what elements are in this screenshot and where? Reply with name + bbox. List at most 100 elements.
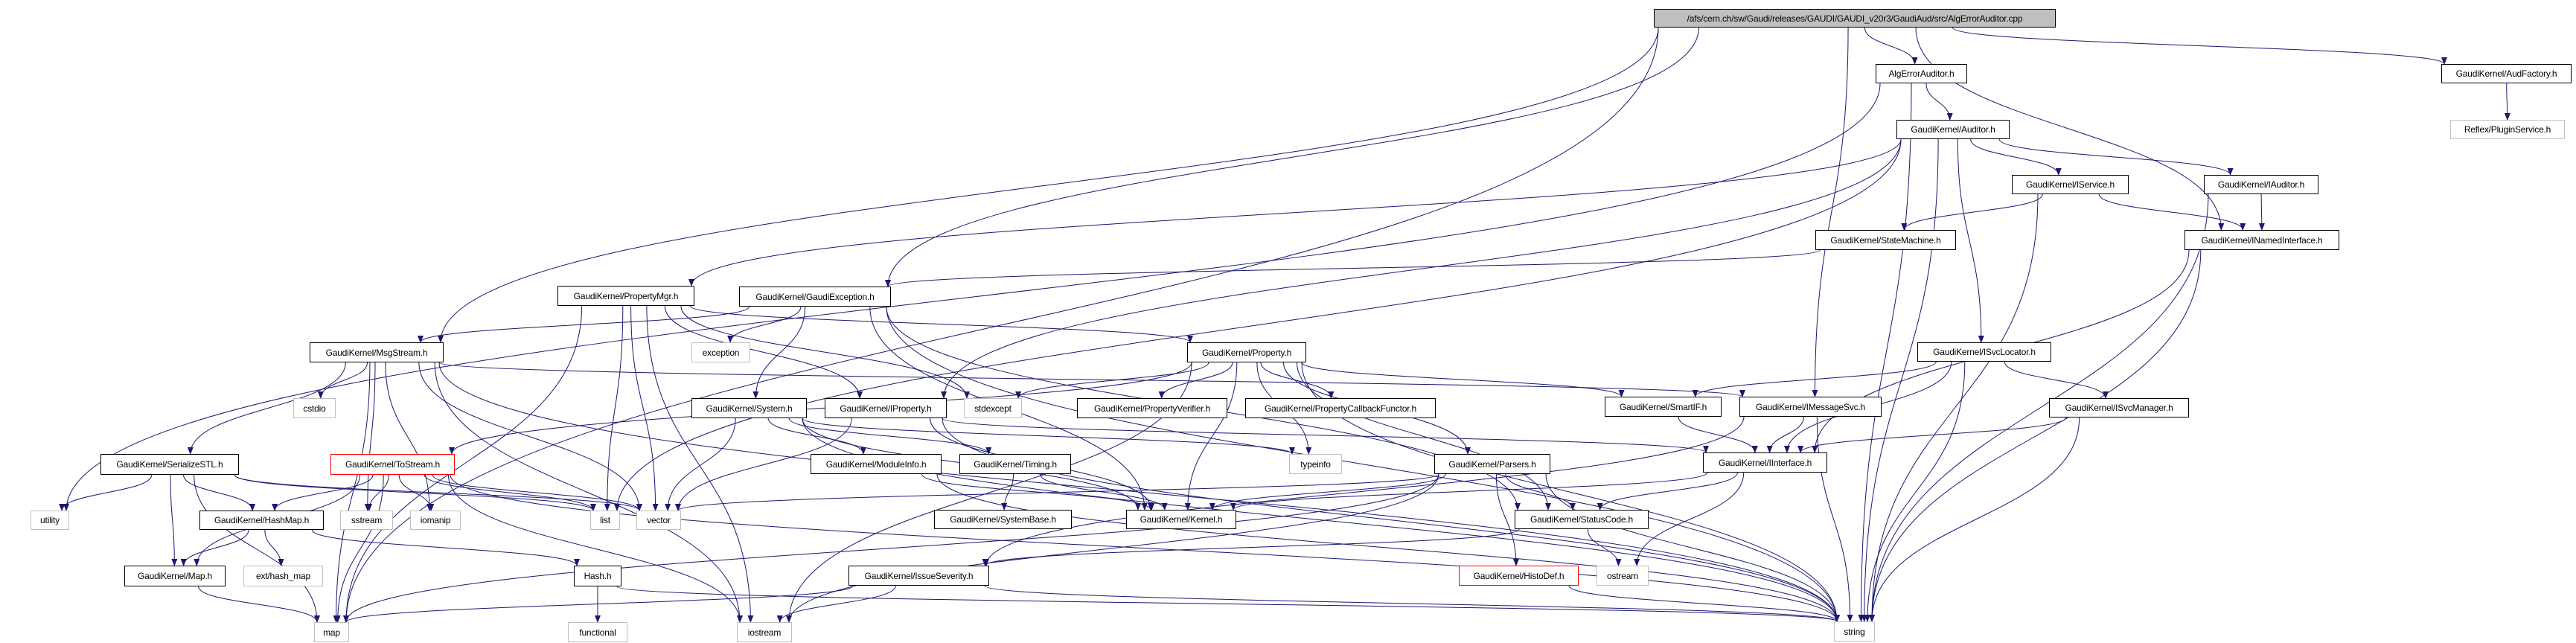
node-propcb[interactable]: GaudiKernel/PropertyCallbackFunctor.h (1245, 398, 1436, 418)
edge-timing-to-systembase (1001, 473, 1014, 511)
edge-iservice-to-inamed (2098, 193, 2246, 231)
edge-tostream-to-vector (432, 474, 642, 511)
edge-property-to-statuscode (1297, 362, 1551, 511)
node-tostream[interactable]: GaudiKernel/ToStream.h (330, 454, 455, 475)
node-system[interactable]: GaudiKernel/System.h (691, 398, 807, 418)
node-parsers[interactable]: GaudiKernel/Parsers.h (1434, 454, 1550, 474)
node-kernel[interactable]: GaudiKernel/Kernel.h (1126, 510, 1236, 529)
node-cstdio: cstdio (293, 398, 336, 418)
edge-auditor-to-string (1861, 138, 1939, 622)
edge-gexc-to-exception (727, 306, 802, 343)
edge-root-to-msgstream (438, 27, 1659, 343)
edge-iproperty-to-string (942, 418, 1840, 622)
edge-parsers-to-string (1545, 473, 1840, 622)
node-propmgr[interactable]: GaudiKernel/PropertyMgr.h (557, 286, 694, 306)
edge-root-to-algerr (1864, 27, 1918, 65)
edge-tostream-to-sstream (366, 474, 389, 511)
edge-propmgr-to-iproperty (664, 305, 863, 399)
node-vector: vector (636, 511, 681, 530)
edge-property-to-propcb (1260, 362, 1335, 399)
edge-msgstream-to-cstdio (317, 362, 368, 399)
edge-property-to-kernel (1184, 362, 1238, 511)
node-iproperty[interactable]: GaudiKernel/IProperty.h (825, 398, 947, 418)
edge-root-to-imsgsvc (1812, 27, 1849, 397)
edge-isvcmgr-to-string (1869, 417, 2080, 622)
edge-isvcloc-to-string (1864, 361, 1966, 622)
node-audfac[interactable]: GaudiKernel/AudFactory.h (2441, 64, 2572, 83)
edge-moduleinfo-to-string (936, 473, 1840, 622)
node-msgstream[interactable]: GaudiKernel/MsgStream.h (310, 342, 444, 362)
node-smartif[interactable]: GaudiKernel/SmartIF.h (1605, 397, 1722, 417)
node-issuesev[interactable]: GaudiKernel/IssueSeverity.h (848, 566, 989, 586)
edge-property-to-smartif (1301, 362, 1625, 397)
edge-system-to-moduleinfo (767, 418, 866, 455)
node-isvcloc[interactable]: GaudiKernel/ISvcLocator.h (1917, 342, 2051, 362)
node-hashmap[interactable]: GaudiKernel/HashMap.h (199, 511, 324, 530)
edge-auditor-to-list (614, 138, 1902, 511)
edge-serstl-to-hashmap (183, 474, 256, 511)
node-iauditor[interactable]: GaudiKernel/IAuditor.h (2204, 175, 2318, 194)
node-mapH[interactable]: GaudiKernel/Map.h (124, 566, 226, 586)
node-typeinfo: typeinfo (1289, 454, 1342, 474)
node-isvcmgr[interactable]: GaudiKernel/ISvcManager.h (2049, 398, 2189, 418)
node-timing[interactable]: GaudiKernel/Timing.h (959, 454, 1071, 474)
edge-auditor-to-iservice (1970, 138, 2062, 176)
edge-histodef-to-string (1568, 585, 1840, 622)
node-property[interactable]: GaudiKernel/Property.h (1187, 342, 1306, 362)
edge-msgstream-to-string (438, 362, 1840, 622)
node-hashH[interactable]: Hash.h (574, 566, 621, 586)
edge-parsers-to-histodef (1495, 473, 1519, 566)
node-propverif[interactable]: GaudiKernel/PropertyVerifier.h (1077, 398, 1227, 418)
node-ostream: ostream (1597, 566, 1649, 586)
edge-isvcloc-to-smartif (1692, 361, 1937, 397)
edge-iinterface-to-kernel (1230, 472, 1708, 511)
edge-statemach-to-gexc (885, 249, 1821, 287)
edge-moduleinfo-to-kernel (921, 473, 1154, 511)
edge-msgstream-to-iomanip (385, 362, 433, 511)
edge-system-to-vector (665, 418, 736, 511)
node-utility: utility (31, 511, 69, 530)
edge-parsers-to-iostream (786, 473, 1439, 623)
edge-imsgsvc-to-string (1816, 416, 1853, 622)
edge-property-to-stdexcept (1015, 362, 1209, 399)
edge-issuesev-to-iostream (776, 585, 896, 623)
edge-gexc-to-string (886, 306, 1840, 622)
edge-tostream-to-map (334, 474, 384, 623)
node-statuscode[interactable]: GaudiKernel/StatusCode.h (1515, 510, 1649, 529)
node-functional: functional (568, 622, 627, 642)
node-exception: exception (691, 342, 750, 362)
edge-iinterface-to-ostream (1634, 472, 1745, 566)
node-stdexcept: stdexcept (964, 398, 1022, 418)
node-statemach[interactable]: GaudiKernel/StateMachine.h (1815, 230, 1956, 250)
edge-msgstream-to-serstl (187, 362, 346, 455)
node-algerr[interactable]: AlgErrorAuditor.h (1876, 64, 1967, 83)
edge-iinterface-to-statuscode (1597, 472, 1739, 511)
node-exthash: ext/hash_map (243, 566, 323, 586)
edge-audfac-to-plugin (2504, 83, 2511, 121)
edge-hashmap-to-hashH (311, 529, 580, 566)
edge-iservice-to-statemach (1901, 193, 2043, 231)
node-auditor[interactable]: GaudiKernel/Auditor.h (1896, 120, 2010, 139)
edge-root-to-map (343, 27, 1659, 623)
node-histodef[interactable]: GaudiKernel/HistoDef.h (1459, 566, 1579, 586)
edge-root-to-audfac (1952, 27, 2447, 65)
edge-hashH-to-string (616, 586, 1840, 622)
node-iinterface[interactable]: GaudiKernel/IInterface.h (1703, 452, 1827, 473)
edge-tostream-to-iomanip (398, 474, 435, 511)
node-systembase[interactable]: GaudiKernel/SystemBase.h (934, 510, 1072, 529)
edge-issuesev-to-map (343, 585, 854, 623)
node-moduleinfo[interactable]: GaudiKernel/ModuleInfo.h (811, 454, 942, 474)
node-gexc[interactable]: GaudiKernel/GaudiException.h (739, 287, 891, 307)
edge-serstl-to-map (194, 474, 320, 623)
node-inamed[interactable]: GaudiKernel/INamedInterface.h (2185, 230, 2339, 250)
node-iservice[interactable]: GaudiKernel/IService.h (2012, 175, 2129, 194)
node-serstl[interactable]: GaudiKernel/SerializeSTL.h (100, 454, 239, 475)
node-root[interactable]: /afs/cern.ch/sw/Gaudi/releases/GAUDI/GAU… (1654, 9, 2056, 28)
edge-iauditor-to-string (1869, 193, 2209, 622)
edge-system-to-typeinfo (802, 418, 1295, 455)
edge-mapH-to-map (198, 586, 320, 623)
edge-auditor-to-propmgr (688, 138, 1902, 287)
node-imsgsvc[interactable]: GaudiKernel/IMessageSvc.h (1739, 397, 1882, 417)
edge-auditor-to-iproperty (941, 138, 1902, 399)
